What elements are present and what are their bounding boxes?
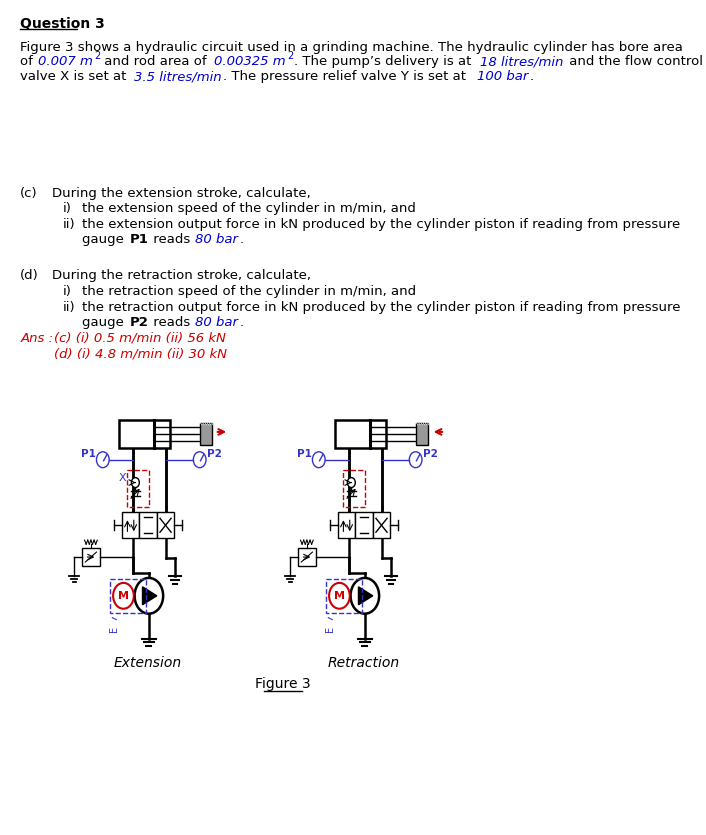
Text: i): i) [62,285,71,298]
Text: P2: P2 [423,448,438,458]
Text: . The pump’s delivery is at: . The pump’s delivery is at [294,55,475,68]
Polygon shape [143,587,157,605]
Circle shape [351,578,379,614]
Text: reads: reads [149,233,194,246]
Bar [417,423,428,445]
Text: P1: P1 [297,448,311,458]
Text: Retraction: Retraction [328,656,400,671]
Text: 18 litres/min: 18 litres/min [480,55,563,68]
Text: . The pressure relief valve Y is set at: . The pressure relief valve Y is set at [223,70,471,84]
Text: and the flow control: and the flow control [566,55,703,68]
Circle shape [97,452,109,468]
Bar [355,513,373,539]
Text: the retraction output force in kN produced by the cylinder piston if reading fro: the retraction output force in kN produc… [82,301,681,314]
Bar [139,513,157,539]
Text: Extension: Extension [114,656,182,671]
Text: P1: P1 [80,448,96,458]
Text: E: E [325,625,335,632]
Bar [126,469,149,508]
Text: Figure 3: Figure 3 [256,677,311,691]
Text: During the retraction stroke, calculate,: During the retraction stroke, calculate, [52,269,311,282]
Text: M: M [334,591,345,601]
Text: X: X [118,473,126,483]
Text: During the extension stroke, calculate,: During the extension stroke, calculate, [52,186,311,200]
Text: (d) (i) 4.8 m/min (ii) 30 kN: (d) (i) 4.8 m/min (ii) 30 kN [54,347,227,361]
Text: 3.5 litres/min: 3.5 litres/min [133,70,221,84]
Text: .: . [239,316,244,329]
Bar [298,548,316,566]
Text: gauge: gauge [82,233,128,246]
Text: 2: 2 [287,52,294,62]
Circle shape [409,452,422,468]
Text: gauge: gauge [82,316,128,329]
Circle shape [193,452,206,468]
Text: 2: 2 [94,52,100,62]
Text: Figure 3 shows a hydraulic circuit used in a grinding machine. The hydraulic cyl: Figure 3 shows a hydraulic circuit used … [20,41,683,53]
Text: Question 3: Question 3 [20,17,105,31]
Text: 0.00325 m: 0.00325 m [214,55,286,68]
Circle shape [135,578,163,614]
Circle shape [113,583,133,609]
Text: .: . [530,70,534,84]
Text: P2: P2 [129,316,148,329]
Bar [342,469,365,508]
Text: ii): ii) [62,301,75,314]
Bar [119,420,170,448]
Text: 100 bar: 100 bar [477,70,528,84]
Text: (c) (i) 0.5 m/min (ii) 56 kN: (c) (i) 0.5 m/min (ii) 56 kN [54,331,226,345]
Text: reads: reads [149,316,194,329]
Text: i): i) [62,202,71,215]
Text: ii): ii) [62,218,75,231]
Text: (c): (c) [20,186,38,200]
Text: 80 bar: 80 bar [196,233,239,246]
Text: the retraction speed of the cylinder in m/min, and: the retraction speed of the cylinder in … [82,285,417,298]
Text: and rod area of: and rod area of [100,55,211,68]
Bar [338,513,355,539]
Text: M: M [118,591,129,601]
Bar [122,513,139,539]
Bar [157,513,174,539]
Bar [201,423,212,445]
Text: P2: P2 [207,448,222,458]
Text: valve X is set at: valve X is set at [20,70,131,84]
Bar [110,579,146,613]
Text: of: of [20,55,37,68]
Text: Ans :: Ans : [20,331,54,345]
Text: 0.007 m: 0.007 m [38,55,92,68]
Circle shape [131,478,139,488]
Bar [326,579,362,613]
Bar [335,420,386,448]
Circle shape [347,478,355,488]
Polygon shape [359,587,373,605]
Text: .: . [239,233,244,246]
Text: the extension output force in kN produced by the cylinder piston if reading from: the extension output force in kN produce… [82,218,681,231]
Circle shape [313,452,325,468]
Text: the extension speed of the cylinder in m/min, and: the extension speed of the cylinder in m… [82,202,416,215]
Bar [373,513,390,539]
Text: P1: P1 [129,233,148,246]
Text: (d): (d) [20,269,39,282]
Bar [82,548,100,566]
Text: 80 bar: 80 bar [196,316,239,329]
Text: E: E [109,625,119,632]
Circle shape [329,583,349,609]
